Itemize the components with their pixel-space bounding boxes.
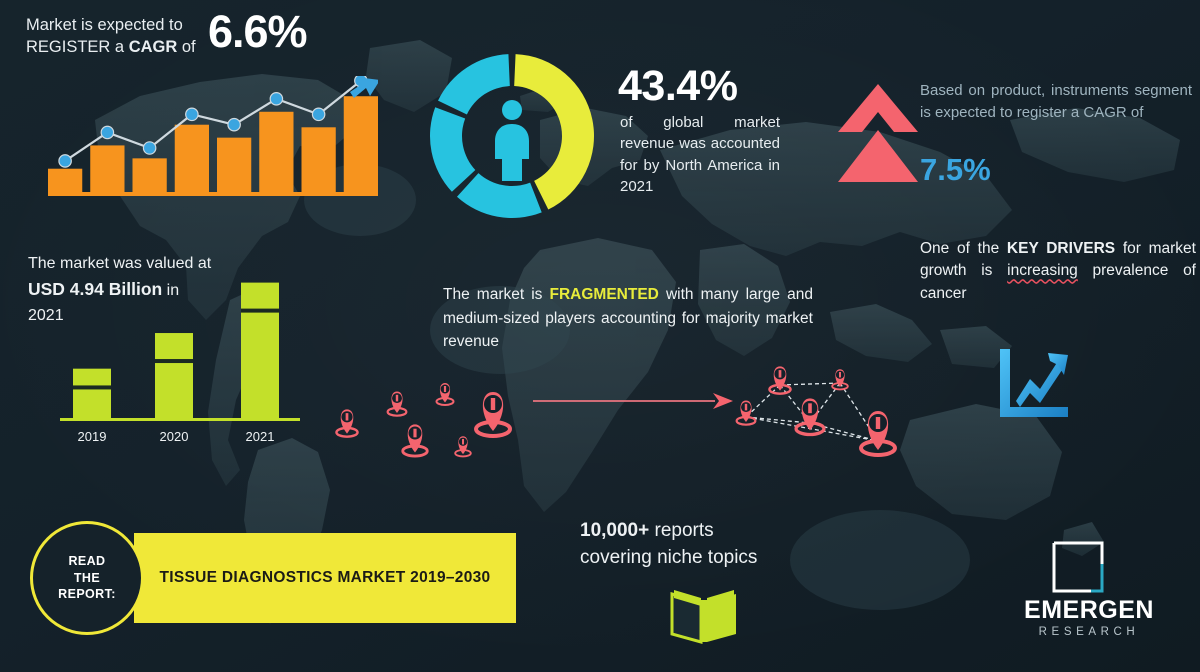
open-book-icon — [670, 590, 736, 644]
chart-bar-divider — [155, 359, 193, 364]
chart-x-tick-label: 2019 — [78, 429, 107, 444]
square-bracket-logo-icon — [1052, 541, 1104, 593]
read-the-report-button[interactable]: READ THE REPORT: — [30, 521, 144, 635]
map-pin-icon — [735, 400, 757, 426]
map-pin-icon — [768, 366, 792, 395]
chart-bar — [132, 158, 167, 192]
north-america-share-donut — [430, 54, 594, 218]
market-value-year: 2021 — [28, 306, 64, 324]
market-value-lead: The market was valued at — [28, 255, 212, 272]
orange-growth-chart — [48, 76, 378, 196]
chart-bar-divider — [241, 308, 279, 313]
key-drivers-suffix: prevalence of cancer — [920, 262, 1196, 302]
donut-segment — [456, 173, 542, 218]
line-chart-up-icon — [1000, 349, 1068, 417]
map-pin-icon — [859, 411, 897, 457]
cagr-label: CAGR — [128, 38, 178, 57]
market-value-amount: USD 4.94 Billion — [28, 279, 163, 300]
north-america-share-value: 43.4% — [618, 62, 738, 110]
reports-count-subtitle: covering niche topics — [580, 546, 758, 568]
chart-trend-line — [64, 79, 362, 162]
chart-data-point — [227, 117, 241, 132]
map-pins-scattered-group — [335, 383, 512, 458]
map-pins-networked-group — [735, 366, 897, 457]
key-drivers-spellcheck-word: increasing — [1007, 262, 1078, 280]
chart-data-point — [58, 154, 72, 168]
cagr-value: 6.6% — [208, 6, 308, 57]
reports-count-number: 10,000+ — [580, 520, 650, 541]
map-pin-icon — [435, 383, 455, 406]
map-pin-icon — [401, 424, 429, 458]
key-drivers-mid: for market growth is — [920, 240, 1196, 280]
person-icon — [495, 100, 529, 181]
logo-subtitle: RESEARCH — [1038, 626, 1140, 638]
chart-arrow-head-icon — [350, 78, 378, 98]
map-pin-icon — [831, 369, 849, 391]
market-value-text: The market was valued at USD 4.94 Billio… — [28, 252, 278, 328]
fragmented-highlight: FRAGMENTED — [549, 286, 659, 303]
chart-bar-divider — [73, 385, 111, 390]
key-drivers-prefix: One of the — [920, 240, 1007, 257]
north-america-share-description: of global market revenue was accounted f… — [620, 114, 780, 195]
chart-bars — [73, 282, 279, 418]
donut-segment — [438, 54, 510, 115]
cagr-lead-line1: Market is expected to — [26, 16, 183, 34]
cagr-lead-text: Market is expected to REGISTER a CAGR of — [26, 14, 226, 59]
donut-segment — [514, 54, 594, 210]
market-value-suffix: in — [162, 282, 180, 300]
chart-trend-markers — [58, 76, 368, 168]
donut-segments — [430, 54, 594, 218]
chart-baseline — [60, 418, 300, 421]
report-title-text[interactable]: TISSUE DIAGNOSTICS MARKET 2019–2030 — [159, 569, 491, 586]
chart-bar — [343, 96, 378, 192]
key-drivers-label: KEY DRIVERS — [1006, 240, 1116, 257]
chart-data-point — [269, 92, 284, 106]
chart-bar — [73, 368, 111, 418]
reports-count-noun: reports — [649, 520, 714, 541]
donut-segment — [430, 107, 476, 192]
read-label-line3: REPORT: — [58, 587, 116, 602]
double-up-arrow-icon — [838, 84, 918, 182]
logo-name: EMERGEN — [1024, 596, 1154, 624]
fragmented-prefix: The market is — [443, 286, 550, 303]
read-the-report-label: READ THE REPORT: — [58, 553, 116, 604]
chart-x-tick-labels: 2019 2020 2021 — [78, 429, 275, 444]
chart-bar — [174, 124, 209, 192]
map-pin-icon — [474, 392, 512, 438]
chart-bar — [217, 137, 252, 192]
progress-arrow-icon — [533, 393, 733, 409]
map-pin-icon — [794, 398, 826, 437]
chart-bar — [48, 168, 83, 192]
market-value-bar-chart: 2019 2020 2021 — [60, 282, 300, 444]
fragmented-market-text: The market is FRAGMENTED with many large… — [443, 283, 813, 354]
report-title-bar[interactable] — [134, 533, 516, 623]
chart-bar — [301, 127, 336, 192]
fragmented-suffix: with many large and medium-sized players… — [443, 286, 813, 351]
map-pin-icon — [454, 436, 472, 458]
key-drivers-text: One of the KEY DRIVERS for market growth… — [920, 238, 1196, 305]
read-label-line1: READ — [68, 553, 106, 568]
instruments-cagr-value: 7.5% — [920, 152, 991, 187]
chart-bar — [259, 111, 294, 192]
chart-data-point — [100, 125, 115, 140]
chart-data-point — [311, 107, 326, 122]
read-label-line2: THE — [73, 570, 101, 585]
reports-count-text: 10,000+ reports covering niche topics — [580, 518, 880, 572]
instruments-description: Based on product, instruments segment is… — [920, 82, 1192, 121]
chart-bars — [48, 96, 378, 192]
cagr-lead-line2c: of — [177, 38, 196, 57]
chart-bar — [155, 333, 193, 418]
chart-x-tick-label: 2021 — [246, 429, 275, 444]
chart-baseline — [48, 192, 378, 196]
chart-bar — [241, 282, 279, 418]
map-pin-icon — [335, 409, 359, 438]
chart-data-point — [142, 141, 157, 155]
cagr-lead-line2a: REGISTER a — [26, 38, 129, 57]
chart-bar — [90, 145, 125, 192]
map-pin-icon — [386, 391, 408, 417]
chart-data-point — [185, 107, 199, 122]
chart-x-tick-label: 2020 — [160, 429, 189, 444]
